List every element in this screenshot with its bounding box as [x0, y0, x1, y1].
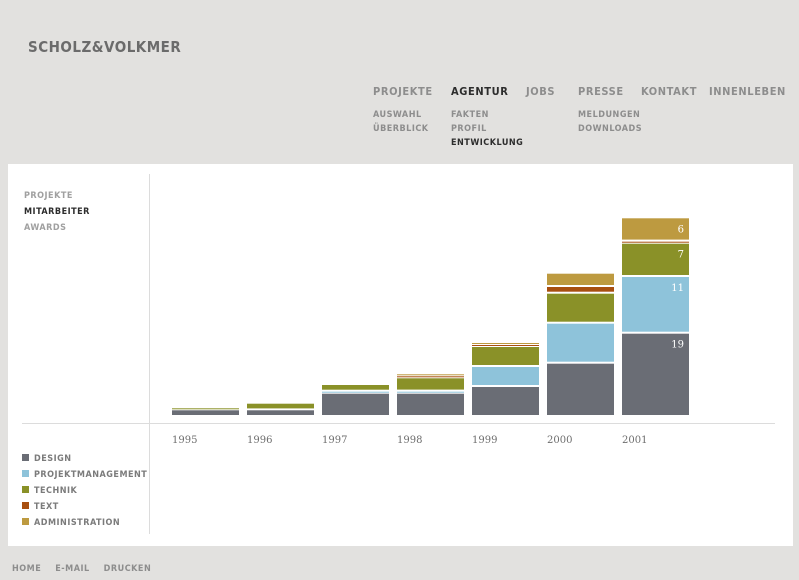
nav-group-innenleben: INNENLEBEN	[709, 85, 786, 108]
bar-text-1998	[397, 376, 464, 378]
x-tick-1996: 1996	[247, 435, 272, 446]
legend-label: TECHNIK	[34, 486, 78, 496]
legend-item-technik: TECHNIK	[22, 483, 147, 499]
nav-subitem-fakten[interactable]: FAKTEN	[451, 110, 489, 120]
bar-design-1997	[322, 393, 389, 415]
bar-design-1996	[247, 410, 314, 415]
bar-text-2001	[622, 241, 689, 243]
value-label-administration-2001: 6	[678, 224, 684, 235]
x-tick-1997: 1997	[322, 435, 347, 446]
brand-logo[interactable]: SCHOLZ&VOLKMER	[28, 38, 182, 56]
nav-item-innenleben[interactable]: INNENLEBEN	[709, 85, 786, 98]
chart-baseline	[22, 423, 775, 424]
nav-item-jobs[interactable]: JOBS	[526, 85, 556, 98]
footer-links: HOME E-MAIL DRUCKEN	[12, 556, 165, 575]
section-subnav: PROJEKTE MITARBEITER AWARDS	[24, 188, 90, 236]
nav-item-presse[interactable]: PRESSE	[578, 85, 624, 98]
legend-swatch	[22, 470, 29, 477]
nav-subitem-auswahl[interactable]: AUSWAHL	[373, 110, 422, 120]
legend-swatch	[22, 486, 29, 493]
nav-subitem-entwicklung[interactable]: ENTWICKLUNG	[451, 138, 524, 148]
legend-item-projektmanagement: PROJEKTMANAGEMENT	[22, 467, 147, 483]
bar-technik-2001	[622, 243, 689, 275]
bar-technik-2000	[547, 293, 614, 322]
x-tick-2000: 2000	[547, 435, 572, 446]
nav-group-jobs: JOBS	[526, 85, 555, 108]
legend-label: PROJEKTMANAGEMENT	[34, 470, 148, 480]
bar-technik-1997	[322, 385, 389, 390]
nav-group-presse: PRESSE MELDUNGEN DOWNLOADS	[578, 85, 642, 136]
x-tick-1998: 1998	[397, 435, 422, 446]
footer-link-e-mail[interactable]: E-MAIL	[55, 564, 90, 574]
legend-swatch	[22, 502, 29, 509]
legend-swatch	[22, 518, 29, 525]
x-tick-2001: 2001	[622, 435, 647, 446]
nav-group-projekte: PROJEKTE AUSWAHL ÜBERBLICK	[373, 85, 433, 136]
bar-projektmanagement-1998	[397, 391, 464, 393]
value-label-design-2001: 19	[671, 340, 684, 351]
nav-subitem-meldungen[interactable]: MELDUNGEN	[578, 110, 641, 120]
subnav-item-projekte[interactable]: PROJEKTE	[24, 191, 73, 201]
legend-label: DESIGN	[34, 454, 72, 464]
x-tick-1999: 1999	[472, 435, 497, 446]
bar-projektmanagement-1997	[322, 391, 389, 393]
value-label-projektmanagement-2001: 11	[671, 283, 684, 294]
divider-vertical	[149, 174, 150, 534]
nav-item-kontakt[interactable]: KONTAKT	[641, 85, 698, 98]
bar-administration-2001	[622, 218, 689, 240]
subnav-item-awards[interactable]: AWARDS	[24, 223, 67, 233]
bar-projektmanagement-1999	[472, 367, 539, 385]
content-panel: PROJEKTE MITARBEITER AWARDS 1995 1996 1997 19…	[8, 164, 793, 546]
bar-technik-1996	[247, 403, 314, 409]
chart-legend: DESIGN PROJEKTMANAGEMENT TECHNIK TEXT ADMINI…	[22, 451, 147, 531]
footer-link-home[interactable]: HOME	[12, 564, 42, 574]
bar-administration-1998	[397, 374, 464, 376]
bar-text-2000	[547, 287, 614, 292]
legend-item-administration: ADMINISTRATION	[22, 515, 147, 531]
nav-item-projekte[interactable]: PROJEKTE	[373, 85, 433, 98]
legend-label: ADMINISTRATION	[34, 518, 121, 528]
bar-design-1999	[472, 387, 539, 415]
bar-administration-1999	[472, 343, 539, 344]
bar-design-1998	[397, 393, 464, 415]
bar-design-2000	[547, 363, 614, 415]
bar-technik-1995	[172, 408, 239, 410]
nav-subitem-uberblick[interactable]: ÜBERBLICK	[373, 124, 429, 134]
nav-subitem-profil[interactable]: PROFIL	[451, 124, 487, 134]
value-label-technik-2001: 7	[678, 250, 684, 261]
nav-subitem-downloads[interactable]: DOWNLOADS	[578, 124, 643, 134]
bar-administration-2000	[547, 273, 614, 285]
footer-link-drucken[interactable]: DRUCKEN	[103, 564, 152, 574]
bar-projektmanagement-2000	[547, 323, 614, 362]
nav-group-agentur: AGENTUR FAKTEN PROFIL ENTWICKLUNG	[451, 85, 523, 150]
bar-text-1999	[472, 345, 539, 346]
legend-label: TEXT	[34, 502, 59, 512]
nav-group-kontakt: KONTAKT	[641, 85, 697, 108]
legend-item-design: DESIGN	[22, 451, 147, 467]
nav-item-agentur[interactable]: AGENTUR	[451, 85, 509, 98]
bar-technik-1998	[397, 378, 464, 390]
legend-item-text: TEXT	[22, 499, 147, 515]
legend-swatch	[22, 454, 29, 461]
bar-technik-1999	[472, 347, 539, 365]
bar-projektmanagement-2001	[622, 277, 689, 332]
bar-design-1995	[172, 410, 239, 415]
bar-design-2001	[622, 333, 689, 415]
staff-development-chart: 1995 1996 1997 1998 1999 2000 19 11 7 6 2001	[172, 218, 689, 446]
x-tick-1995: 1995	[172, 435, 197, 446]
subnav-item-mitarbeiter[interactable]: MITARBEITER	[24, 207, 90, 217]
